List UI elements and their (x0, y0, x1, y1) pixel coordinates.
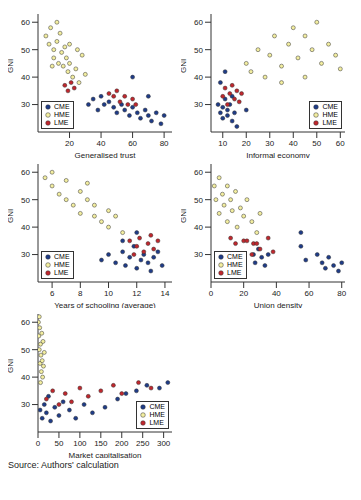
svg-text:GNI: GNI (181, 59, 188, 73)
html-text:CME: CME (227, 253, 243, 260)
svg-text:40: 40 (194, 73, 203, 82)
html-text:HME: HME (227, 261, 243, 268)
svg-text:60: 60 (194, 18, 203, 27)
svg-text:30: 30 (21, 250, 30, 259)
svg-text:14: 14 (160, 289, 169, 298)
svg-text:Market capitalisation: Market capitalisation (69, 451, 142, 458)
html-text:CME: CME (322, 103, 338, 110)
svg-text:60: 60 (128, 139, 137, 148)
svg-text:50: 50 (54, 439, 63, 448)
svg-text:Union density: Union density (254, 301, 302, 308)
html-text:HME: HME (54, 111, 70, 118)
html-text:CME: CME (149, 403, 165, 410)
svg-text:60: 60 (305, 289, 314, 298)
svg-text:100: 100 (73, 439, 87, 448)
svg-text:30: 30 (194, 250, 203, 259)
svg-text:20: 20 (65, 139, 74, 148)
svg-text:10: 10 (218, 139, 227, 148)
svg-text:20: 20 (239, 289, 248, 298)
svg-text:60: 60 (194, 168, 203, 177)
svg-text:8: 8 (78, 289, 83, 298)
svg-text:200: 200 (115, 439, 129, 448)
html-text:LME: LME (149, 419, 164, 426)
svg-text:40: 40 (289, 139, 298, 148)
html-text:Source: Authors' calculation: Source: Authors' calculation (8, 460, 119, 470)
svg-text:6: 6 (50, 289, 55, 298)
svg-text:50: 50 (312, 139, 321, 148)
svg-text:40: 40 (21, 223, 30, 232)
svg-text:GNI: GNI (8, 209, 15, 223)
svg-text:250: 250 (136, 439, 150, 448)
svg-text:150: 150 (94, 439, 108, 448)
svg-text:40: 40 (194, 223, 203, 232)
html-text:CME: CME (54, 253, 70, 260)
svg-text:60: 60 (21, 168, 30, 177)
svg-text:50: 50 (21, 196, 30, 205)
html-text:HME: HME (149, 411, 165, 418)
svg-text:60: 60 (336, 139, 345, 148)
svg-text:40: 40 (97, 139, 106, 148)
svg-text:GNI: GNI (8, 59, 15, 73)
svg-text:30: 30 (21, 100, 30, 109)
svg-text:30: 30 (21, 400, 30, 409)
svg-text:50: 50 (21, 346, 30, 355)
svg-text:Informal economy: Informal economy (246, 151, 310, 158)
svg-text:40: 40 (21, 73, 30, 82)
svg-text:20: 20 (242, 139, 251, 148)
svg-text:0: 0 (209, 289, 214, 298)
svg-text:30: 30 (265, 139, 274, 148)
svg-text:12: 12 (132, 289, 141, 298)
svg-text:Generalised trust: Generalised trust (75, 151, 137, 158)
svg-text:GNI: GNI (181, 209, 188, 223)
svg-text:50: 50 (21, 46, 30, 55)
svg-text:50: 50 (194, 196, 203, 205)
svg-text:80: 80 (337, 289, 346, 298)
html-text:HME: HME (322, 111, 338, 118)
html-text:LME: LME (322, 119, 337, 126)
svg-text:60: 60 (21, 18, 30, 27)
svg-text:80: 80 (160, 139, 169, 148)
svg-text:0: 0 (36, 439, 41, 448)
html-text:LME: LME (227, 269, 242, 276)
svg-text:Years of schooling (average): Years of schooling (average) (54, 301, 156, 308)
svg-text:60: 60 (21, 318, 30, 327)
svg-text:40: 40 (21, 373, 30, 382)
svg-text:300: 300 (157, 439, 171, 448)
html-text:CME: CME (54, 103, 70, 110)
html-text:LME: LME (54, 119, 69, 126)
svg-text:50: 50 (194, 46, 203, 55)
svg-text:30: 30 (194, 100, 203, 109)
html-text:LME: LME (54, 269, 69, 276)
html-text:HME: HME (54, 261, 70, 268)
svg-text:GNI: GNI (8, 359, 15, 373)
svg-text:40: 40 (272, 289, 281, 298)
svg-text:10: 10 (104, 289, 113, 298)
